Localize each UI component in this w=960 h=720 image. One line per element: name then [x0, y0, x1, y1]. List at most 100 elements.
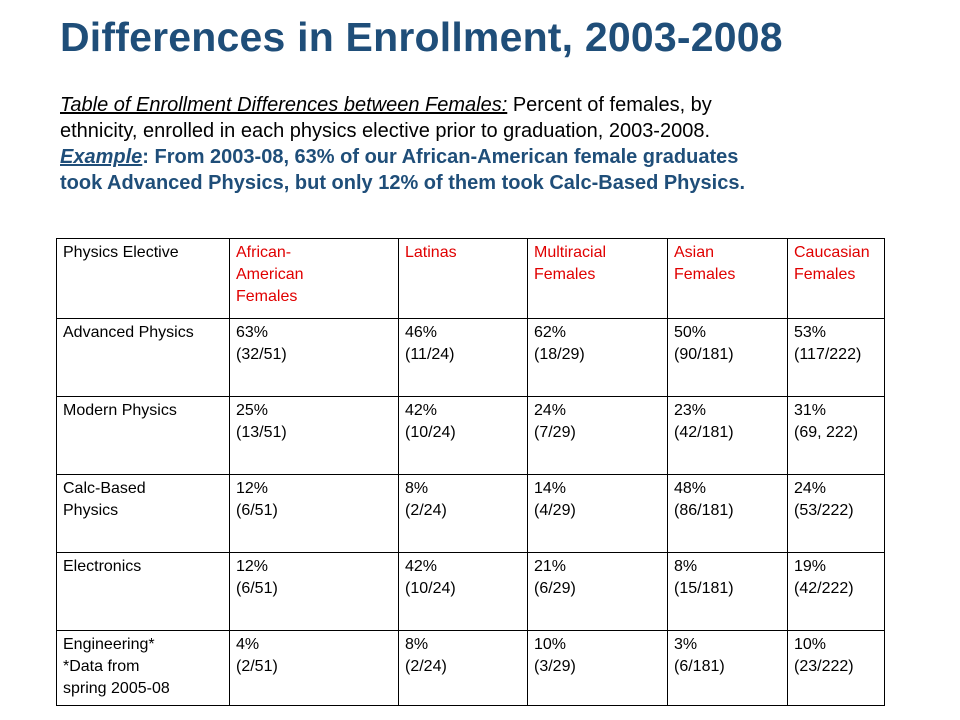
enrollment-cell: 4% (2/51) — [229, 630, 399, 706]
count-fraction: (13/51) — [236, 424, 287, 441]
header-line: Asian — [674, 244, 715, 261]
enrollment-cell: 24% (7/29) — [527, 396, 668, 475]
example-word: Example — [60, 146, 143, 168]
elective-label: Modern Physics — [63, 402, 177, 419]
percent-value: 10% — [794, 636, 827, 653]
elective-cell: Modern Physics — [56, 396, 230, 475]
enrollment-cell: 50% (90/181) — [667, 318, 788, 397]
percent-value: 31% — [794, 402, 827, 419]
intro-line-1-rest: Percent of females, by — [507, 94, 712, 116]
header-line: African- — [236, 244, 292, 261]
percent-value: 42% — [405, 402, 438, 419]
column-header-group: Asian Females — [667, 238, 788, 319]
header-line: Females — [236, 288, 298, 305]
table-row: Advanced Physics 63% (32/51) 46% (11/24) 62% (… — [56, 318, 885, 397]
count-fraction: (6/181) — [674, 658, 725, 675]
header-line: Physics Elective — [63, 244, 179, 261]
table-body: Advanced Physics 63% (32/51) 46% (11/24) 62% (… — [56, 318, 885, 706]
count-fraction: (18/29) — [534, 346, 585, 363]
enrollment-cell: 8% (2/24) — [398, 474, 528, 553]
count-fraction: (69, 222) — [794, 424, 859, 441]
count-fraction: (10/24) — [405, 580, 456, 597]
count-fraction: (2/51) — [236, 658, 278, 675]
column-header-group: Multiracial Females — [527, 238, 668, 319]
percent-value: 42% — [405, 558, 438, 575]
percent-value: 21% — [534, 558, 567, 575]
count-fraction: (86/181) — [674, 502, 734, 519]
header-line: Females — [794, 266, 856, 283]
percent-value: 8% — [674, 558, 698, 575]
enrollment-table: Physics Elective African- American Females L… — [56, 238, 885, 706]
enrollment-cell: 53% (117/222) — [787, 318, 885, 397]
percent-value: 14% — [534, 480, 567, 497]
count-fraction: (42/222) — [794, 580, 854, 597]
table-row: Engineering* *Data from spring 2005-08 4% (2… — [56, 630, 885, 706]
enrollment-cell: 42% (10/24) — [398, 552, 528, 631]
percent-value: 23% — [674, 402, 707, 419]
enrollment-cell: 62% (18/29) — [527, 318, 668, 397]
enrollment-cell: 19% (42/222) — [787, 552, 885, 631]
percent-value: 50% — [674, 324, 707, 341]
count-fraction: (7/29) — [534, 424, 576, 441]
percent-value: 19% — [794, 558, 827, 575]
header-line: Females — [674, 266, 736, 283]
enrollment-cell: 10% (3/29) — [527, 630, 668, 706]
elective-label: spring 2005-08 — [63, 680, 170, 697]
enrollment-cell: 14% (4/29) — [527, 474, 668, 553]
enrollment-cell: 21% (6/29) — [527, 552, 668, 631]
count-fraction: (42/181) — [674, 424, 734, 441]
column-header-elective: Physics Elective — [56, 238, 230, 319]
count-fraction: (2/24) — [405, 502, 447, 519]
count-fraction: (3/29) — [534, 658, 576, 675]
count-fraction: (6/51) — [236, 502, 278, 519]
percent-value: 63% — [236, 324, 269, 341]
elective-cell: Engineering* *Data from spring 2005-08 — [56, 630, 230, 706]
count-fraction: (4/29) — [534, 502, 576, 519]
table-row: Modern Physics 25% (13/51) 42% (10/24) 24% (7/… — [56, 396, 885, 475]
enrollment-cell: 12% (6/51) — [229, 552, 399, 631]
percent-value: 53% — [794, 324, 827, 341]
intro-line-1: Table of Enrollment Differences between … — [60, 92, 940, 118]
intro-line-2: ethnicity, enrolled in each physics elec… — [60, 120, 711, 142]
elective-cell: Calc-Based Physics — [56, 474, 230, 553]
percent-value: 62% — [534, 324, 567, 341]
enrollment-cell: 42% (10/24) — [398, 396, 528, 475]
enrollment-cell: 3% (6/181) — [667, 630, 788, 706]
percent-value: 3% — [674, 636, 698, 653]
elective-cell: Electronics — [56, 552, 230, 631]
count-fraction: (11/24) — [405, 346, 455, 363]
enrollment-cell: 23% (42/181) — [667, 396, 788, 475]
column-header-group: African- American Females — [229, 238, 399, 319]
count-fraction: (6/51) — [236, 580, 278, 597]
count-fraction: (90/181) — [674, 346, 734, 363]
enrollment-cell: 10% (23/222) — [787, 630, 885, 706]
percent-value: 8% — [405, 636, 429, 653]
example-line-2: took Advanced Physics, but only 12% of t… — [60, 172, 745, 194]
enrollment-cell: 12% (6/51) — [229, 474, 399, 553]
percent-value: 48% — [674, 480, 707, 497]
header-line: Latinas — [405, 244, 457, 261]
table-row: Electronics 12% (6/51) 42% (10/24) 21% (6/29) 8… — [56, 552, 885, 631]
header-line: Females — [534, 266, 596, 283]
table-header-row: Physics Elective African- American Females L… — [56, 238, 885, 319]
percent-value: 46% — [405, 324, 438, 341]
percent-value: 24% — [794, 480, 827, 497]
enrollment-cell: 25% (13/51) — [229, 396, 399, 475]
percent-value: 4% — [236, 636, 260, 653]
column-header-group: Latinas — [398, 238, 528, 319]
table-row: Calc-Based Physics 12% (6/51) 8% (2/24) 14% (4/… — [56, 474, 885, 553]
count-fraction: (15/181) — [674, 580, 734, 597]
count-fraction: (23/222) — [794, 658, 854, 675]
column-header-group: Caucasian Females — [787, 238, 885, 319]
enrollment-cell: 46% (11/24) — [398, 318, 528, 397]
intro-paragraph: Table of Enrollment Differences between … — [60, 92, 940, 196]
count-fraction: (32/51) — [236, 346, 287, 363]
enrollment-cell: 8% (2/24) — [398, 630, 528, 706]
count-fraction: (6/29) — [534, 580, 576, 597]
elective-label: *Data from — [63, 658, 140, 675]
header-line: Multiracial — [534, 244, 607, 261]
percent-value: 10% — [534, 636, 567, 653]
count-fraction: (53/222) — [794, 502, 854, 519]
percent-value: 24% — [534, 402, 567, 419]
count-fraction: (2/24) — [405, 658, 447, 675]
